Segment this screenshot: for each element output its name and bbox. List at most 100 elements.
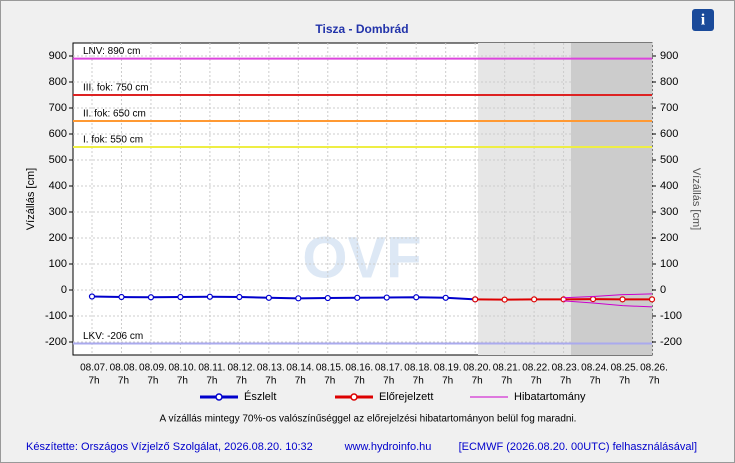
- x-tick-label: 08.13.: [257, 363, 285, 374]
- threshold-label: II. fok: 650 cm: [83, 109, 146, 120]
- x-tick-hour: 7h: [472, 376, 483, 387]
- y2-tick-label: 300: [660, 206, 678, 218]
- x-tick-hour: 7h: [560, 376, 571, 387]
- legend-marker: [215, 393, 223, 401]
- marker: [442, 294, 449, 301]
- x-tick-label: 08.22.: [522, 363, 550, 374]
- y-tick-label: -100: [45, 310, 67, 322]
- x-tick-label: 08.26.: [640, 363, 668, 374]
- x-tick-label: 08.08.: [110, 363, 138, 374]
- x-tick-label: 08.07.: [80, 363, 108, 374]
- y-tick-label: 400: [49, 180, 67, 192]
- y-tick-label: 900: [49, 50, 67, 62]
- x-tick-label: 08.15.: [316, 363, 344, 374]
- x-tick-hour: 7h: [354, 376, 365, 387]
- x-tick-hour: 7h: [442, 376, 453, 387]
- marker: [88, 293, 96, 300]
- y-tick-label: 700: [49, 102, 67, 114]
- x-tick-label: 08.09.: [139, 363, 167, 374]
- x-tick-label: 08.12.: [227, 363, 255, 374]
- x-tick-label: 08.25.: [611, 363, 639, 374]
- forecast-zone: [478, 43, 571, 355]
- x-tick-hour: 7h: [295, 376, 306, 387]
- marker: [501, 296, 508, 303]
- x-tick-label: 08.17.: [375, 363, 403, 374]
- x-tick-label: 08.20.: [463, 363, 491, 374]
- y-axis-label: Vízállás [cm]: [25, 168, 37, 230]
- y2-axis-label: Vízállás [cm]: [690, 168, 702, 230]
- y-tick-label: 300: [49, 206, 67, 218]
- watermark: OVF: [302, 225, 421, 290]
- y-tick-label: 600: [49, 128, 67, 140]
- x-tick-label: 08.18.: [404, 363, 432, 374]
- y-tick-label: 800: [49, 76, 67, 88]
- marker: [147, 294, 155, 301]
- note: A vízállás mintegy 70%-os valószínűségge…: [160, 414, 577, 425]
- x-tick-hour: 7h: [324, 376, 335, 387]
- y2-tick-label: 400: [660, 180, 678, 192]
- x-tick-hour: 7h: [501, 376, 512, 387]
- x-tick-label: 08.10.: [169, 363, 197, 374]
- threshold-label: LKV: -206 cm: [83, 331, 143, 342]
- y-tick-label: 500: [49, 154, 67, 166]
- marker: [413, 294, 420, 301]
- marker: [619, 296, 626, 303]
- y2-tick-label: 600: [660, 128, 678, 140]
- marker: [265, 294, 272, 301]
- x-tick-hour: 7h: [177, 376, 188, 387]
- x-tick-label: 08.16.: [345, 363, 373, 374]
- x-tick-hour: 7h: [383, 376, 394, 387]
- y-tick-label: 200: [49, 232, 67, 244]
- x-tick-hour: 7h: [589, 376, 600, 387]
- marker: [118, 293, 125, 301]
- threshold-label: LNV: 890 cm: [83, 46, 140, 57]
- marker: [531, 296, 538, 303]
- y-tick-label: 0: [61, 284, 67, 296]
- y2-tick-label: 800: [660, 76, 678, 88]
- footer-model: [ECMWF (2026.08.20. 00UTC) felhasználásá…: [459, 441, 697, 453]
- marker: [648, 296, 656, 303]
- legend-label: Hibatartomány: [514, 391, 586, 403]
- legend-label: Előrejelzett: [379, 391, 433, 403]
- y2-tick-label: 500: [660, 154, 678, 166]
- svg-text:i: i: [701, 12, 706, 29]
- marker: [589, 296, 597, 303]
- footer-url: www.hydroinfo.hu: [344, 441, 432, 453]
- x-tick-hour: 7h: [265, 376, 276, 387]
- marker: [236, 293, 243, 301]
- x-tick-hour: 7h: [147, 376, 158, 387]
- y2-tick-label: -200: [660, 336, 682, 348]
- chart-title: Tisza - Dombrád: [315, 22, 408, 36]
- marker: [324, 294, 331, 302]
- x-tick-hour: 7h: [88, 376, 99, 387]
- threshold-label: I. fok: 550 cm: [83, 135, 143, 146]
- x-tick-hour: 7h: [118, 376, 129, 387]
- error-lower: [563, 300, 653, 308]
- x-tick-hour: 7h: [619, 376, 630, 387]
- marker: [383, 294, 390, 301]
- legend-marker: [350, 393, 358, 401]
- y2-tick-label: 200: [660, 232, 678, 244]
- x-tick-label: 08.21.: [493, 363, 521, 374]
- marker: [354, 294, 361, 301]
- error-upper: [563, 293, 653, 299]
- marker: [295, 295, 302, 302]
- x-tick-hour: 7h: [236, 376, 247, 387]
- info-icon[interactable]: i: [692, 9, 714, 31]
- legend-label: Észlelt: [244, 390, 276, 403]
- x-tick-hour: 7h: [648, 376, 659, 387]
- threshold-label: III. fok: 750 cm: [83, 83, 149, 94]
- y2-tick-label: 700: [660, 102, 678, 114]
- marker: [206, 293, 213, 300]
- y2-tick-label: 0: [660, 284, 666, 296]
- x-tick-label: 08.24.: [581, 363, 609, 374]
- x-tick-label: 08.19.: [434, 363, 462, 374]
- x-tick-hour: 7h: [531, 376, 542, 387]
- extended-forecast-zone: [571, 43, 652, 355]
- x-tick-label: 08.14.: [286, 363, 314, 374]
- marker: [472, 296, 479, 303]
- x-tick-label: 08.23.: [552, 363, 580, 374]
- y2-tick-label: 900: [660, 50, 678, 62]
- x-tick-label: 08.11.: [198, 363, 225, 374]
